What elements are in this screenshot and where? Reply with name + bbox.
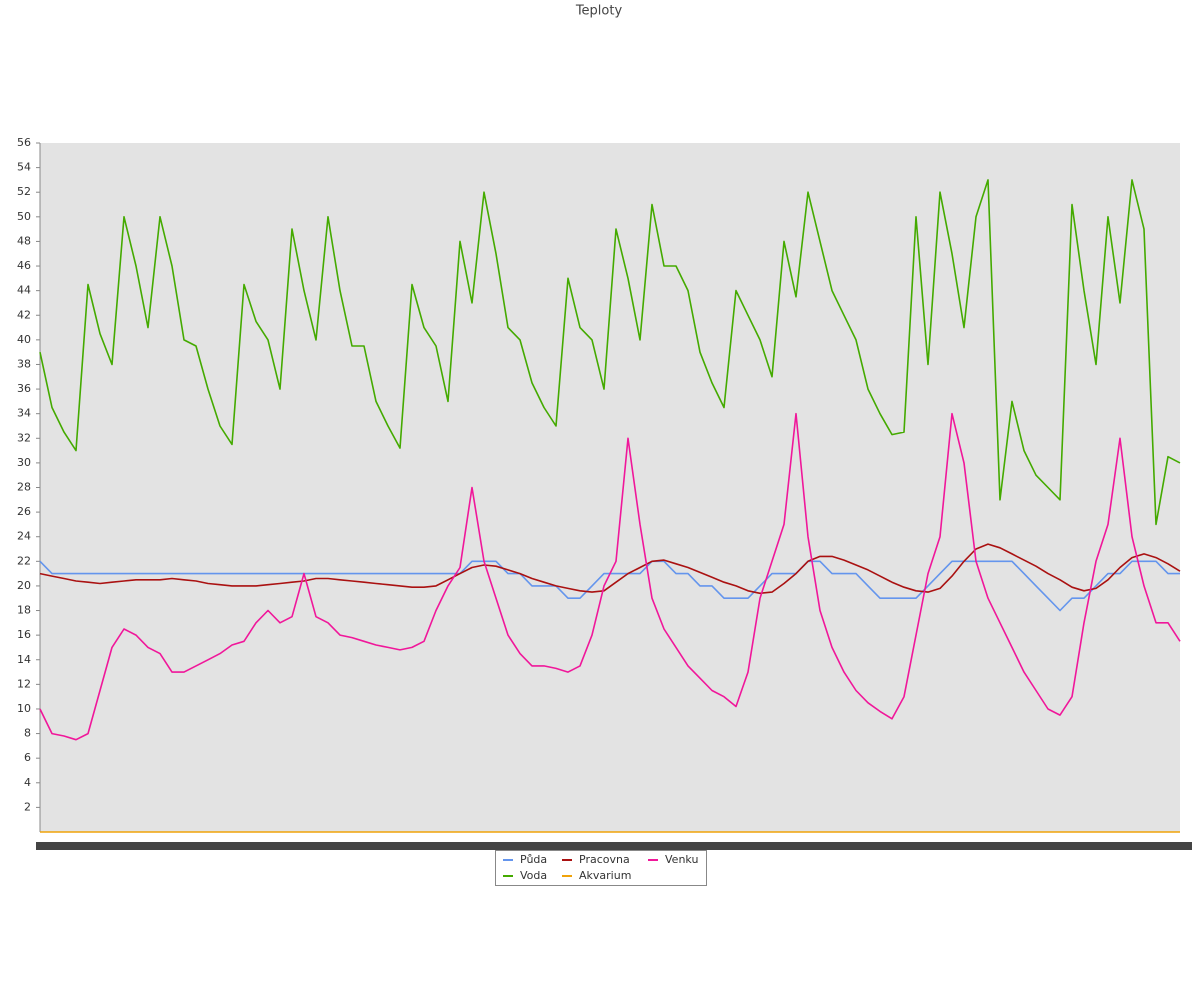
y-tick-label: 32 [17, 431, 31, 444]
y-tick-label: 52 [17, 185, 31, 198]
y-tick-label: 56 [17, 136, 31, 149]
y-tick-label: 20 [17, 579, 31, 592]
y-tick-label: 50 [17, 210, 31, 223]
y-tick-label: 34 [17, 407, 31, 420]
y-tick-label: 26 [17, 505, 31, 518]
y-tick-label: 28 [17, 481, 31, 494]
legend-label: Voda [520, 869, 547, 882]
y-tick-label: 22 [17, 554, 31, 567]
y-tick-label: 4 [24, 776, 31, 789]
y-tick-label: 12 [17, 677, 31, 690]
series-line [39, 179, 1181, 526]
y-tick-label: 8 [24, 727, 31, 740]
y-tick-label: 46 [17, 259, 31, 272]
series-line [39, 543, 1181, 595]
y-tick-label: 10 [17, 702, 31, 715]
y-tick-label: 18 [17, 604, 31, 617]
x-axis-labels-band [36, 842, 1192, 850]
legend-label: Půda [520, 853, 547, 866]
legend-label: Pracovna [579, 853, 630, 866]
y-tick-label: 54 [17, 161, 31, 174]
y-tick-label: 40 [17, 333, 31, 346]
legend-label: Akvarium [579, 869, 631, 882]
legend: Půda Voda Pracovna Akvarium Venku [495, 850, 707, 886]
y-tick-label: 30 [17, 456, 31, 469]
y-tick-label: 42 [17, 308, 31, 321]
y-tick-label: 24 [17, 530, 31, 543]
y-tick-label: 2 [24, 800, 31, 813]
y-tick-label: 16 [17, 628, 31, 641]
y-tick-label: 36 [17, 382, 31, 395]
y-tick-label: 14 [17, 653, 31, 666]
legend-box [495, 850, 707, 886]
y-tick-label: 44 [17, 284, 31, 297]
y-tick-label: 38 [17, 357, 31, 370]
plot-area [40, 143, 1180, 832]
legend-label: Venku [665, 853, 698, 866]
y-tick-label: 48 [17, 234, 31, 247]
y-tick-label: 6 [24, 751, 31, 764]
series-line [39, 412, 1181, 741]
chart-title: Teploty [575, 4, 623, 19]
